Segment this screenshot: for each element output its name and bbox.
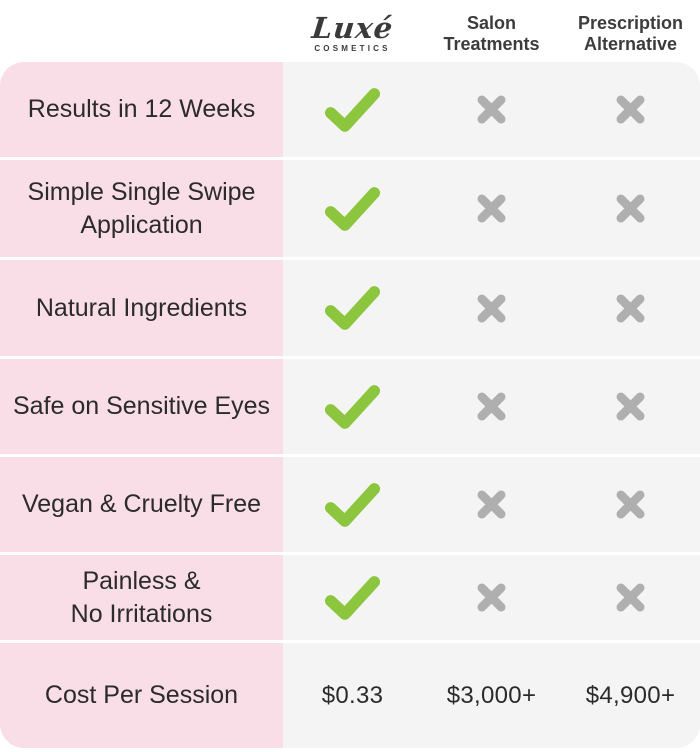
table-header-row: Luxé COSMETICS Salon Treatments Prescrip… [0, 0, 700, 62]
brand-value-cell [283, 260, 422, 356]
check-icon [324, 286, 381, 330]
table-row-vegan: Vegan & Cruelty Free [0, 457, 700, 552]
table-row-results: Results in 12 Weeks [0, 62, 700, 157]
feature-label: Results in 12 Weeks [0, 62, 283, 157]
feature-label: Painless & No Irritations [0, 555, 283, 640]
brand-logo-wordmark: Luxé [310, 10, 395, 45]
feature-label: Safe on Sensitive Eyes [0, 359, 283, 454]
brand-value-cell: $0.33 [283, 643, 422, 748]
salon-value-cell [422, 555, 561, 640]
salon-value-cell: $3,000+ [422, 643, 561, 748]
salon-value-cell [422, 457, 561, 552]
brand-logo-subtext: COSMETICS [314, 43, 391, 53]
column-header-prescription-line2: Alternative [583, 34, 678, 54]
feature-label-line1: Cost Per Session [44, 681, 239, 710]
prescription-value-cell: $4,900+ [561, 643, 700, 748]
table-row-cost: Cost Per Session $0.33 $3,000+ $4,900+ [0, 643, 700, 748]
prescription-value-cell [561, 555, 700, 640]
cross-icon [477, 294, 506, 322]
cost-value: $4,900+ [585, 681, 676, 709]
prescription-value-cell [561, 457, 700, 552]
cross-icon [616, 490, 645, 519]
table-row-sensitive-eyes: Safe on Sensitive Eyes [0, 359, 700, 454]
brand-value-cell [283, 555, 422, 640]
feature-label-line1: Vegan & Cruelty Free [21, 490, 261, 519]
column-header-salon: Salon Treatments [422, 7, 561, 55]
cross-icon [477, 95, 506, 124]
feature-label-line1: Safe on Sensitive Eyes [12, 392, 271, 421]
cross-icon [477, 194, 506, 223]
brand-value-cell [283, 160, 422, 257]
table-row-application: Simple Single Swipe Application [0, 160, 700, 257]
cross-icon [477, 392, 506, 421]
prescription-value-cell [561, 359, 700, 454]
feature-label: Vegan & Cruelty Free [0, 457, 283, 552]
check-icon [324, 482, 381, 527]
cross-icon [616, 583, 645, 612]
cross-icon [477, 583, 506, 612]
check-icon [324, 87, 381, 132]
feature-label-line1: Results in 12 Weeks [27, 95, 256, 124]
check-icon [324, 575, 381, 620]
prescription-value-cell [561, 260, 700, 356]
comparison-table: Results in 12 Weeks Simple Single Swipe … [0, 62, 700, 748]
feature-label: Simple Single Swipe Application [0, 160, 283, 257]
column-header-salon-line1: Salon [466, 12, 516, 33]
column-header-prescription: Prescription Alternative [561, 7, 700, 55]
feature-label-line1: Simple Single Swipe [27, 178, 256, 206]
cross-icon [616, 392, 645, 421]
column-header-salon-line2: Treatments [443, 34, 540, 54]
brand-value-cell [283, 62, 422, 157]
cost-value: $3,000+ [446, 681, 537, 709]
prescription-value-cell [561, 160, 700, 257]
prescription-value-cell [561, 62, 700, 157]
cross-icon [616, 95, 645, 124]
check-icon [324, 186, 381, 231]
cost-value: $0.33 [321, 681, 384, 709]
feature-label-line2: No Irritations [70, 599, 213, 628]
brand-value-cell [283, 359, 422, 454]
feature-label-line1: Painless & [82, 567, 201, 595]
feature-label: Natural Ingredients [0, 260, 283, 356]
salon-value-cell [422, 359, 561, 454]
feature-label-line2: Application [80, 210, 203, 239]
salon-value-cell [422, 160, 561, 257]
table-row-ingredients: Natural Ingredients [0, 260, 700, 356]
cross-icon [477, 490, 506, 519]
feature-label: Cost Per Session [0, 643, 283, 748]
salon-value-cell [422, 260, 561, 356]
table-row-painless: Painless & No Irritations [0, 555, 700, 640]
brand-value-cell [283, 457, 422, 552]
cross-icon [616, 294, 645, 322]
cross-icon [616, 194, 645, 223]
brand-logo: Luxé COSMETICS [283, 10, 422, 53]
column-header-prescription-line1: Prescription [577, 12, 684, 33]
salon-value-cell [422, 62, 561, 157]
feature-label-line1: Natural Ingredients [35, 293, 248, 322]
check-icon [324, 384, 381, 429]
